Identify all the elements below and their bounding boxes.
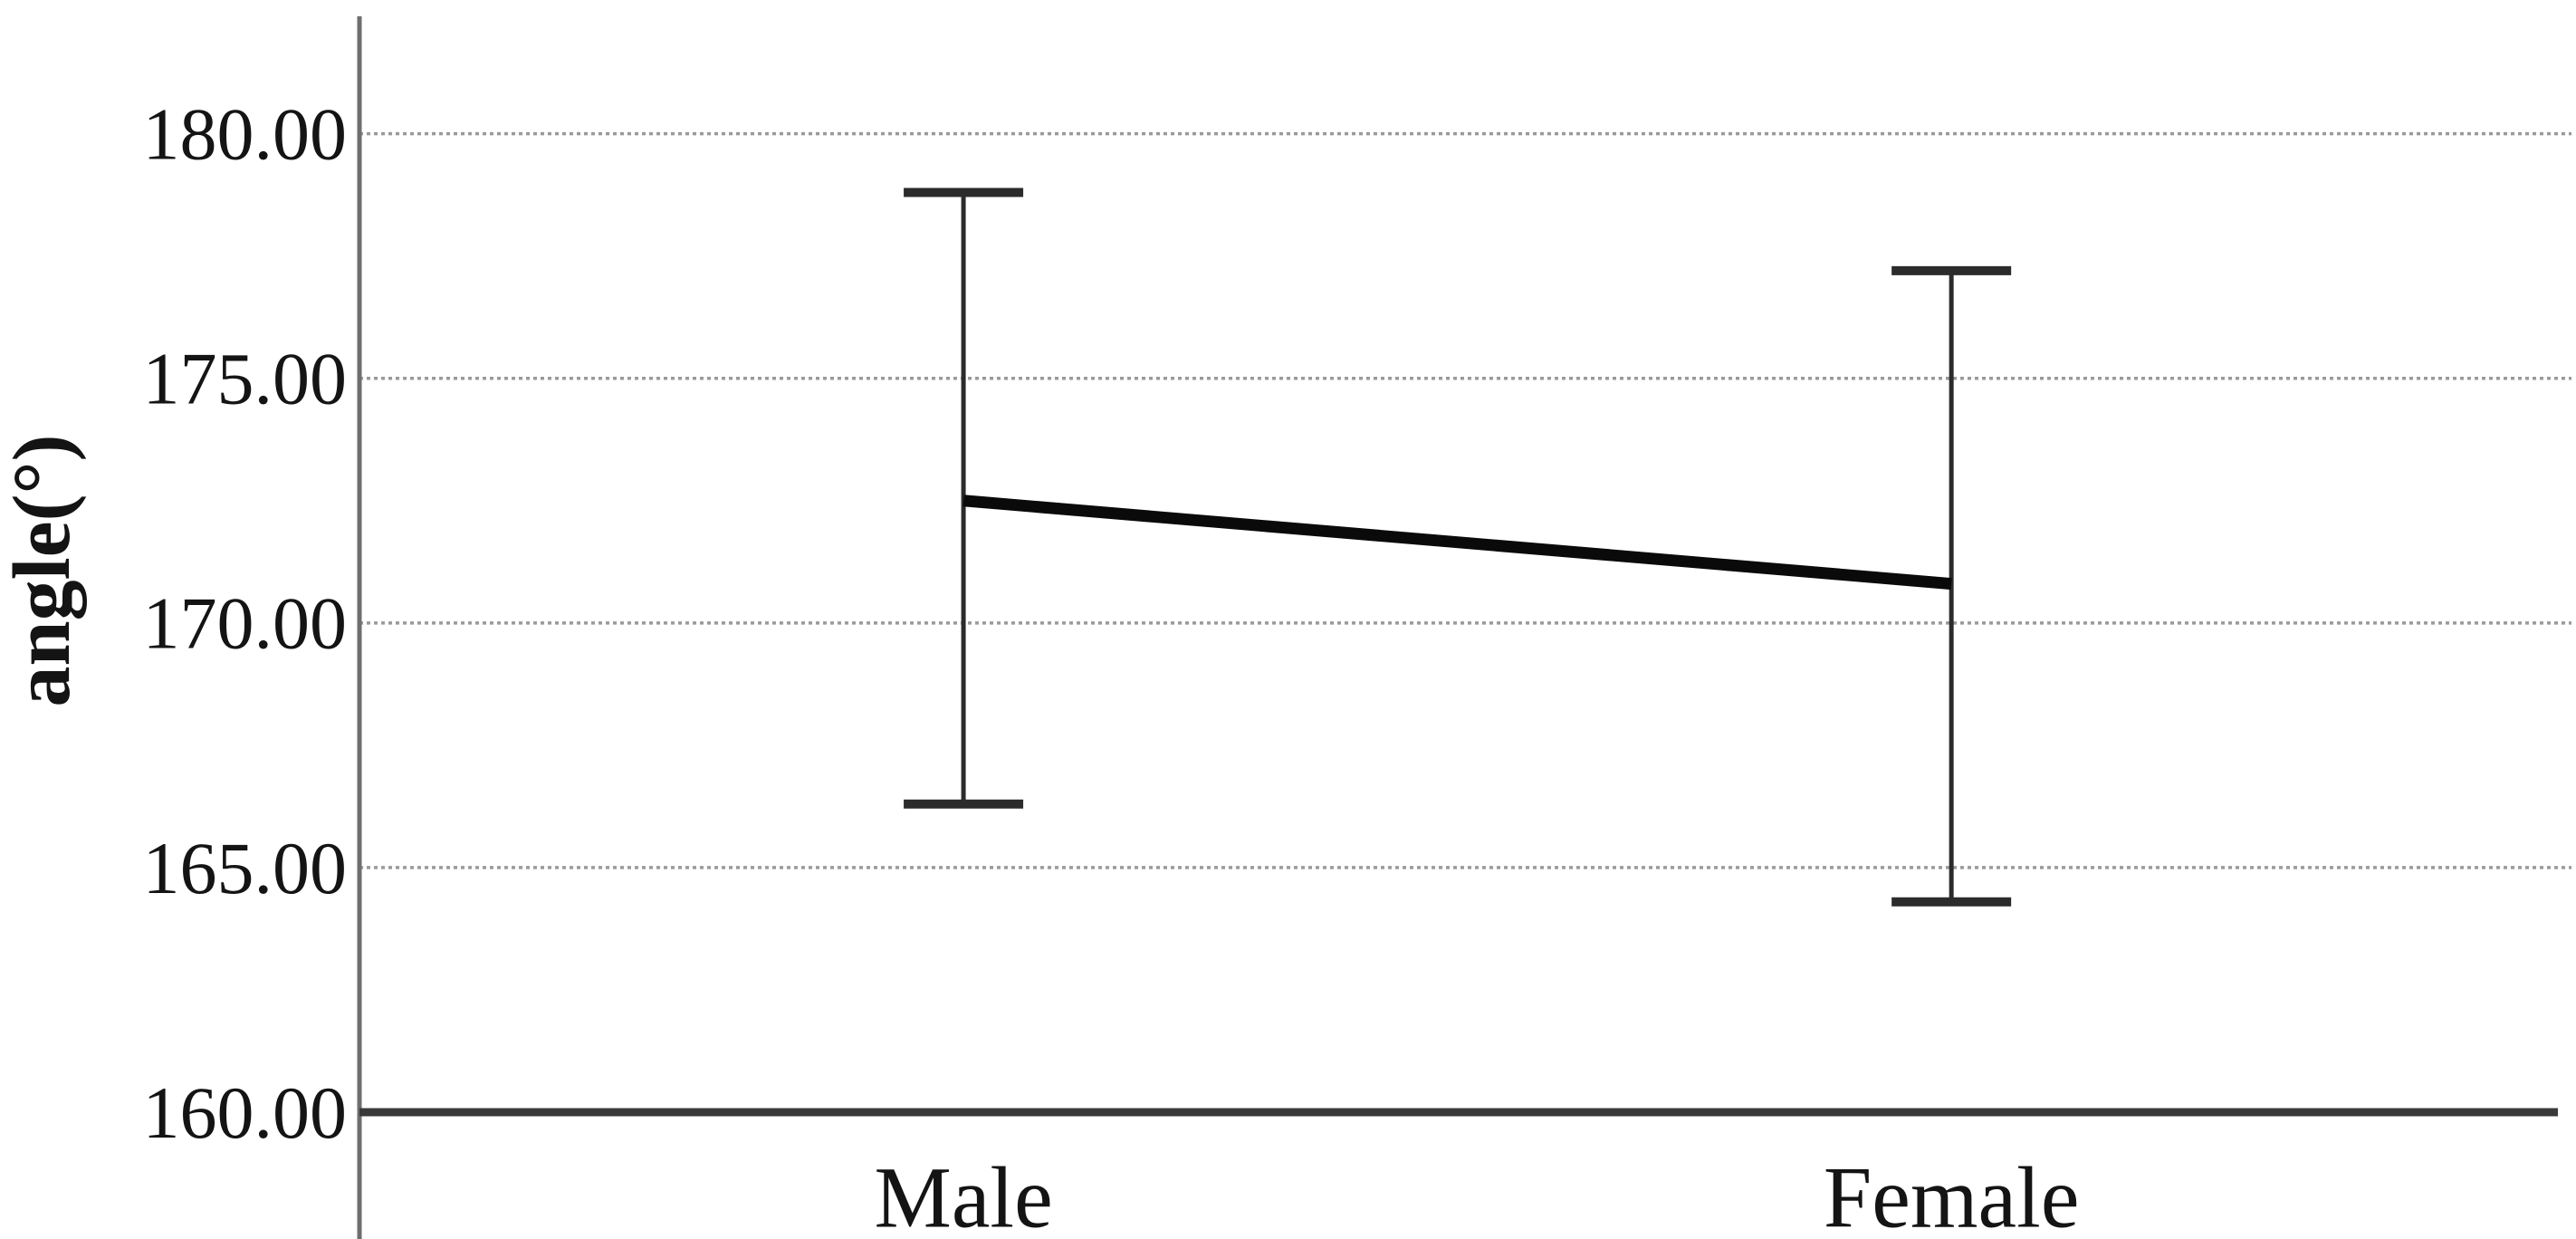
- y-tick-label-175: 175.00: [143, 338, 348, 420]
- y-tick-label-160: 160.00: [143, 1071, 348, 1154]
- y-tick-label-180: 180.00: [143, 93, 348, 176]
- y-tick-label-165: 165.00: [143, 827, 348, 909]
- x-category-label-male: Male: [874, 1149, 1052, 1239]
- y-tick-label-170: 170.00: [143, 582, 348, 665]
- mean-line: [962, 495, 1952, 591]
- x-category-label-female: Female: [1824, 1149, 2080, 1239]
- y-axis-title: angle(°): [0, 435, 87, 707]
